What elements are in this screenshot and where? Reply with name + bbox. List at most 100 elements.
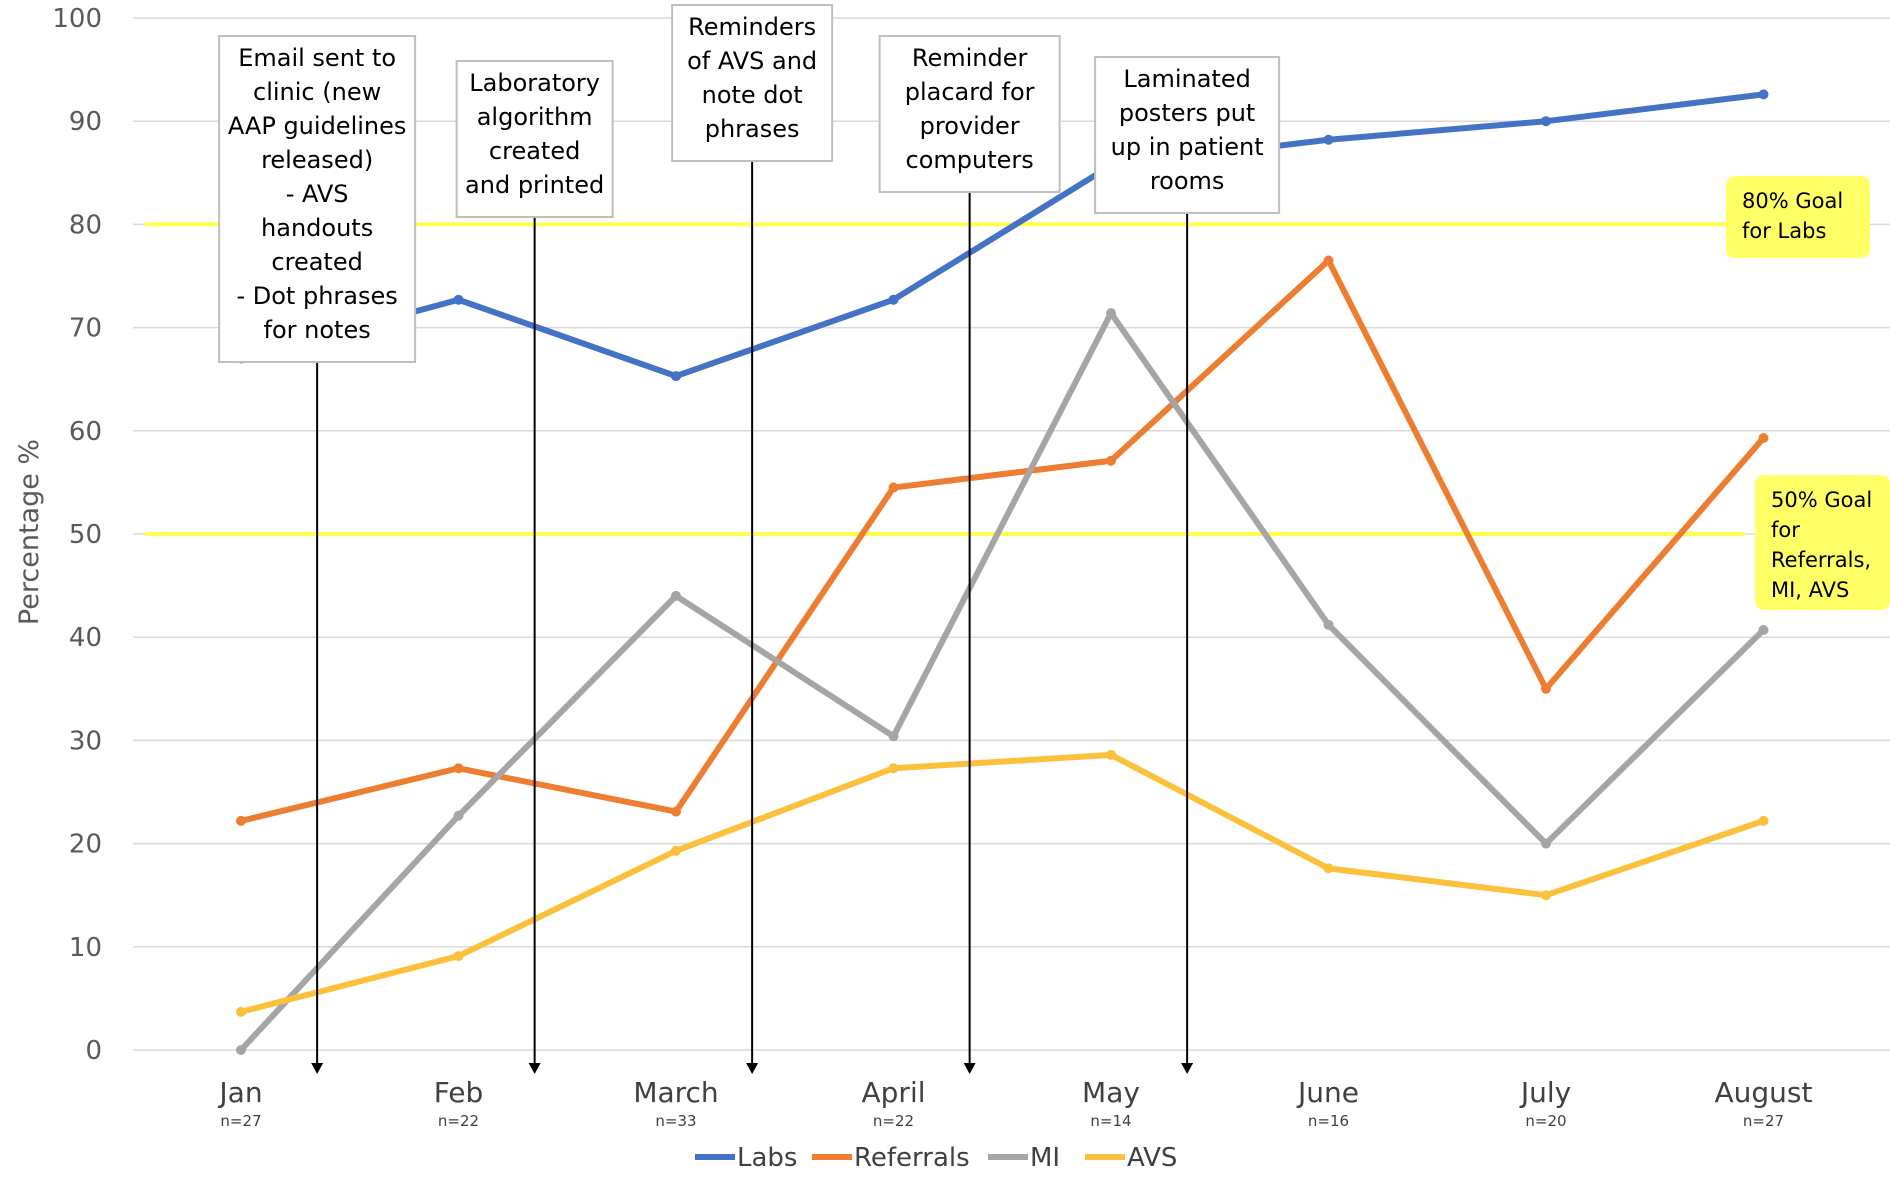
arrow-head xyxy=(963,1063,976,1074)
annotation-text: Email sent to xyxy=(238,44,396,72)
data-point xyxy=(236,815,246,826)
goal-label-text: 50% Goal xyxy=(1771,488,1872,512)
annotation-text: posters put xyxy=(1119,99,1255,127)
data-point xyxy=(1758,624,1769,635)
legend-label: Labs xyxy=(737,1143,797,1173)
goal-label-box xyxy=(1726,176,1870,258)
series-line xyxy=(238,257,1767,824)
x-count-label: n=16 xyxy=(1308,1112,1349,1130)
data-point xyxy=(888,731,899,742)
series-line xyxy=(238,91,1767,380)
legend-label: Referrals xyxy=(854,1143,970,1173)
series-line xyxy=(238,751,1767,1015)
data-point xyxy=(671,371,681,382)
annotation-text: of AVS and xyxy=(687,47,817,75)
legend-label: MI xyxy=(1030,1143,1060,1173)
y-axis: 0 10 20 30 40 50 60 70 80 90 100 xyxy=(52,4,102,1066)
x-tick-label: August xyxy=(1715,1076,1813,1109)
annotation-text: created xyxy=(489,137,580,165)
annotation-text: for notes xyxy=(264,316,371,344)
data-point xyxy=(671,590,681,601)
legend-label: AVS xyxy=(1127,1143,1177,1173)
y-tick-label: 30 xyxy=(69,726,102,756)
y-tick-label: 20 xyxy=(69,830,102,860)
annotation-text: up in patient xyxy=(1111,133,1264,161)
data-point xyxy=(1323,134,1334,145)
x-count-label: n=20 xyxy=(1525,1112,1566,1130)
data-point xyxy=(1541,116,1551,127)
goal-labels: 80% Goal for Labs 50% Goal for Referrals, MI,… xyxy=(1726,176,1890,610)
annotation-text: provider xyxy=(920,112,1020,140)
annotation-text: algorithm xyxy=(477,103,593,131)
annotation-text: AAP guidelines xyxy=(228,112,407,140)
x-count-label: n=14 xyxy=(1090,1112,1131,1130)
data-point xyxy=(236,1045,246,1055)
data-point xyxy=(671,806,681,817)
y-tick-label: 80 xyxy=(69,210,102,240)
annotation-text: placard for xyxy=(905,78,1035,106)
data-point xyxy=(1323,255,1334,266)
data-point xyxy=(1106,308,1116,319)
data-point xyxy=(1758,815,1769,826)
arrow-head xyxy=(746,1063,759,1074)
x-axis: Jan n=27 Feb n=22 March n=33 April n=22 May n=14 J… xyxy=(217,1076,1812,1130)
data-point xyxy=(453,763,464,774)
y-tick-label: 10 xyxy=(69,933,102,963)
x-tick-label: June xyxy=(1296,1076,1359,1109)
x-count-label: n=33 xyxy=(655,1112,696,1130)
x-tick-label: Feb xyxy=(434,1076,484,1109)
x-count-label: n=22 xyxy=(873,1112,914,1130)
annotation-text: Reminders xyxy=(688,13,816,41)
annotation-text: - AVS xyxy=(286,180,349,208)
annotation-text: and printed xyxy=(465,171,604,199)
data-point xyxy=(888,482,899,493)
data-point xyxy=(1106,455,1116,466)
goal-label-text: for Labs xyxy=(1742,219,1826,243)
annotation-text: note dot xyxy=(702,81,803,109)
x-count-label: n=27 xyxy=(220,1112,261,1130)
annotation-text: - Dot phrases xyxy=(236,282,397,310)
x-tick-label: March xyxy=(633,1076,718,1109)
data-point xyxy=(1758,433,1769,444)
annotation-text: clinic (new xyxy=(253,78,381,106)
annotation-text: computers xyxy=(906,146,1034,174)
annotation-text: created xyxy=(271,248,362,276)
data-point xyxy=(453,294,464,305)
y-tick-label: 50 xyxy=(69,520,102,550)
arrow-head xyxy=(311,1063,324,1074)
data-point xyxy=(453,951,464,962)
annotation-box xyxy=(218,35,417,363)
arrow-head xyxy=(528,1063,541,1074)
data-point xyxy=(1758,89,1769,100)
data-point xyxy=(1106,749,1116,760)
y-tick-label: 90 xyxy=(69,107,102,137)
y-tick-label: 70 xyxy=(69,314,102,344)
goal-label-text: MI, AVS xyxy=(1771,578,1849,602)
x-tick-label: Jan xyxy=(217,1076,262,1109)
y-tick-label: 40 xyxy=(69,623,102,653)
annotation-text: phrases xyxy=(705,115,800,143)
x-tick-label: July xyxy=(1519,1076,1571,1109)
data-point xyxy=(1323,863,1334,874)
x-count-label: n=27 xyxy=(1743,1112,1784,1130)
goal-label-box xyxy=(1755,475,1890,610)
data-point xyxy=(1541,683,1551,694)
annotation-box xyxy=(878,35,1061,193)
data-point xyxy=(888,763,899,774)
annotations: Email sent to clinic (new AAP guidelines re… xyxy=(218,4,1281,1074)
data-point xyxy=(1541,890,1551,901)
goal-label-text: Referrals, xyxy=(1771,548,1871,572)
annotation-text: Laboratory xyxy=(469,69,600,97)
x-count-label: n=22 xyxy=(438,1112,479,1130)
series-lines xyxy=(236,89,1769,1055)
annotation-text: rooms xyxy=(1150,167,1225,195)
series-line xyxy=(238,310,1767,1053)
annotation-text: handouts xyxy=(261,214,373,242)
y-tick-label: 0 xyxy=(85,1036,102,1066)
annotation-box xyxy=(671,4,834,162)
annotation-box xyxy=(455,60,614,218)
legend: Labs Referrals MI AVS xyxy=(695,1143,1177,1173)
goal-label-text: 80% Goal xyxy=(1742,189,1843,213)
data-point xyxy=(236,1006,246,1017)
